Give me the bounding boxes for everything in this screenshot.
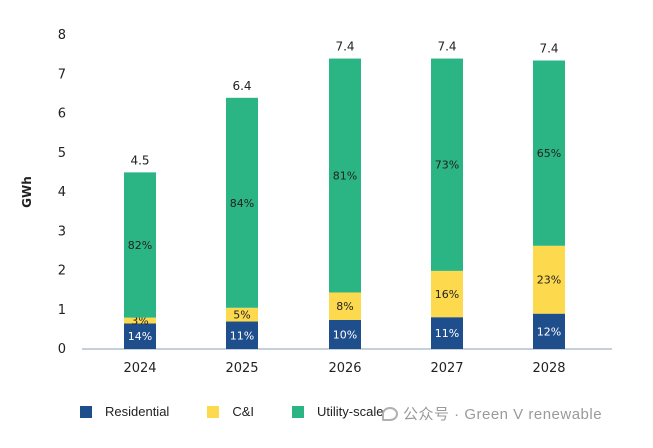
data-label: 3% [131, 315, 148, 328]
legend-item-residential: Residential [80, 404, 169, 419]
x-tick-label: 2024 [123, 361, 156, 376]
total-label: 7.4 [437, 40, 456, 54]
bar-segment [124, 172, 156, 318]
wechat-icon [382, 406, 398, 421]
bar-segment [533, 60, 565, 246]
bar-segment [329, 58, 361, 293]
data-label: 23% [537, 274, 561, 287]
bar-segment [533, 245, 565, 314]
legend-swatch-utility [292, 405, 304, 418]
bar-segment [329, 292, 361, 320]
y-tick-label: 4 [58, 185, 66, 200]
legend-label-residential: Residential [105, 404, 170, 419]
legend-label-utility: Utility-scale [317, 404, 384, 419]
legend-swatch-residential [80, 405, 92, 418]
x-tick-label: 2028 [532, 361, 565, 376]
watermark-text: 公众号 · Green V renewable [403, 406, 603, 423]
bar-segment [124, 317, 156, 324]
x-tick-label: 2027 [430, 361, 463, 376]
data-label: 82% [128, 239, 152, 252]
total-label: 7.4 [335, 40, 354, 54]
data-label: 10% [333, 328, 357, 341]
data-label: 8% [336, 300, 353, 313]
bar-segment [533, 313, 565, 349]
legend-swatch-ci [207, 405, 220, 418]
data-label: 12% [537, 325, 561, 338]
bar-segment [226, 321, 258, 349]
bar-segment [431, 58, 463, 271]
legend-item-ci: C&I [207, 404, 254, 419]
legend-label-ci: C&I [232, 404, 254, 419]
data-label: 73% [435, 159, 459, 172]
y-tick-label: 8 [58, 28, 66, 43]
data-label: 11% [230, 329, 254, 342]
y-tick-label: 7 [58, 67, 66, 82]
y-axis-title: GWh [20, 176, 34, 208]
total-label: 6.4 [232, 79, 251, 93]
bar-segment [124, 323, 156, 349]
y-tick-label: 3 [58, 224, 66, 239]
bar-segment [226, 97, 258, 308]
x-tick-label: 2025 [225, 361, 258, 376]
data-label: 81% [333, 170, 357, 183]
bar-segment [431, 317, 463, 349]
bar-segment [226, 307, 258, 322]
y-tick-label: 6 [58, 107, 66, 122]
data-label: 84% [230, 197, 254, 210]
watermark: 公众号 · Green V renewable [382, 403, 602, 424]
bar-segment [431, 270, 463, 318]
data-label: 65% [537, 147, 561, 160]
x-tick-label: 2026 [328, 361, 361, 376]
total-label: 4.5 [130, 153, 149, 167]
y-tick-label: 1 [58, 303, 66, 318]
legend: Residential C&I Utility-scale [80, 404, 421, 419]
data-label: 16% [435, 288, 459, 301]
data-label: 5% [233, 309, 250, 322]
data-label: 14% [128, 330, 152, 343]
legend-item-utility: Utility-scale [292, 404, 383, 419]
y-tick-label: 0 [58, 342, 66, 357]
data-label: 11% [435, 327, 459, 340]
total-label: 7.4 [539, 42, 558, 56]
y-tick-label: 2 [58, 264, 66, 279]
y-tick-label: 5 [58, 146, 66, 161]
bar-segment [329, 319, 361, 349]
